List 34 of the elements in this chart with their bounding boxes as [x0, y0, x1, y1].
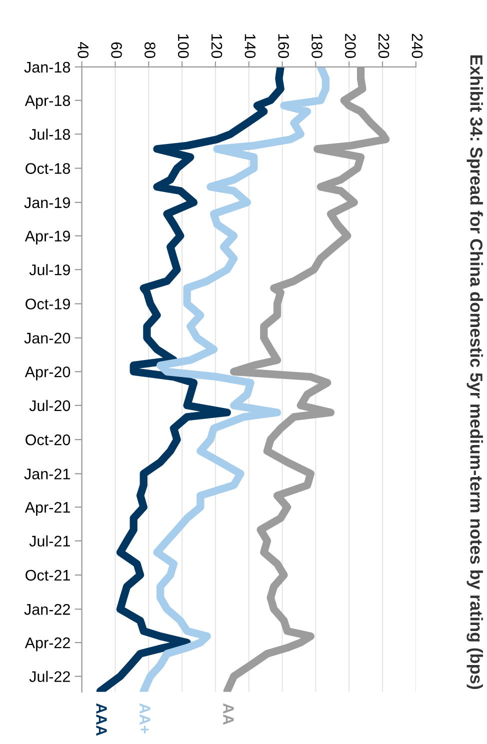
y-tick-label: Oct-18	[26, 163, 70, 174]
text: AAA	[96, 703, 107, 736]
y-tick-label: Jan-21	[24, 468, 70, 480]
x-tick-label: 80	[144, 42, 156, 58]
x-tick-label: 240	[412, 34, 423, 58]
y-tick-label: Jul-21	[29, 535, 70, 547]
x-tick-label: 100	[178, 34, 189, 58]
y-tick-label: Jan-20	[24, 332, 70, 344]
x-tick-label: 200	[344, 34, 356, 58]
y-tick-label: Apr-18	[24, 95, 70, 110]
y-tick-label: Apr-20	[24, 366, 70, 380]
y-tick-label: Oct-21	[26, 570, 70, 581]
x-tick-label: 180	[312, 34, 322, 58]
x-tick-label: 60	[111, 42, 122, 58]
text: AA	[223, 703, 234, 725]
x-tick-label: 140	[244, 34, 256, 58]
x-tick-label: 40	[78, 42, 89, 58]
y-tick-label: Apr-21	[24, 502, 70, 516]
y-tick-label: Jan-19	[24, 197, 70, 208]
y-tick-label: Jan-22	[24, 604, 70, 615]
y-tick-label: Jul-19	[29, 264, 70, 276]
y-tick-label: Apr-19	[24, 230, 70, 245]
y-tick-label: Apr-22	[24, 637, 70, 652]
x-tick-label: 120	[211, 34, 222, 58]
y-tick-label: Oct-19	[26, 298, 70, 310]
y-tick-label: Jul-20	[29, 400, 70, 412]
text: Exhibit 34: Spread for China domestic 5yr medium-term notes by rating (bps)	[466, 55, 483, 690]
x-tick-label: 220	[378, 34, 390, 58]
y-tick-label: Oct-20	[26, 434, 70, 446]
y-tick-label: Jul-18	[29, 128, 70, 140]
text: AA+	[140, 703, 150, 734]
x-tick-label: 160	[278, 34, 289, 58]
y-tick-label: Jan-18	[24, 62, 70, 73]
y-tick-label: Jul-22	[29, 670, 70, 682]
